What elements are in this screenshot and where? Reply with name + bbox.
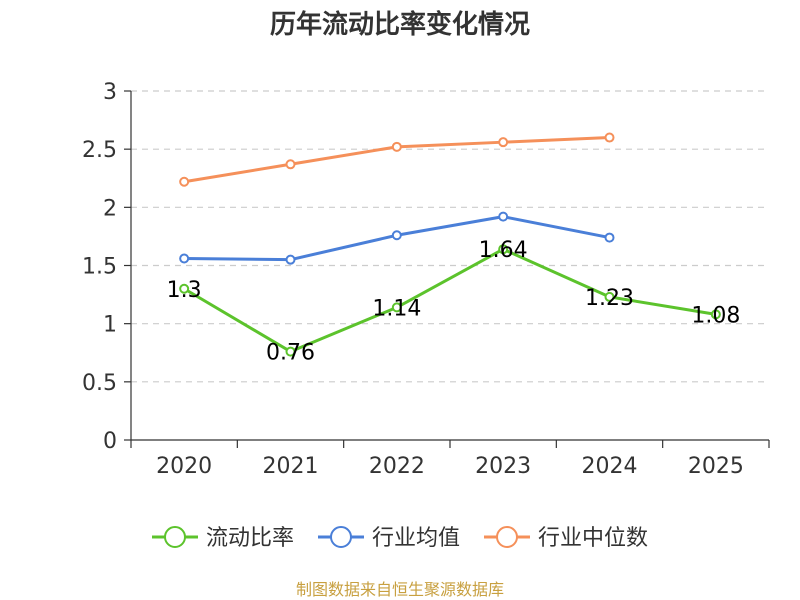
data-label: 1.64 — [479, 238, 528, 263]
x-tick-label: 2025 — [688, 454, 744, 479]
x-tick-label: 2024 — [582, 454, 638, 479]
data-point — [604, 232, 615, 243]
x-tick-label: 2021 — [263, 454, 319, 479]
data-point — [710, 309, 721, 320]
legend-label: 行业均值 — [372, 526, 460, 551]
data-label: 1.23 — [585, 286, 634, 311]
y-tick-label: 3 — [103, 80, 117, 105]
axes: 0 0.5 1 1.5 2 2.5 3 2020 2021 2022 2023 2024 2025 — [82, 80, 770, 479]
source-text: 制图数据来自恒生聚源数据库 — [296, 580, 504, 599]
data-point — [498, 244, 509, 255]
data-label: 1.14 — [372, 296, 421, 321]
data-point — [179, 176, 190, 187]
y-tick-label: 1.5 — [82, 255, 117, 280]
data-point — [285, 159, 296, 170]
x-tick-label: 2023 — [475, 454, 531, 479]
grid-lines — [131, 90, 769, 383]
legend-item[interactable]: 流动比率 — [152, 526, 294, 551]
series-line — [182, 247, 718, 354]
data-labels: 1.3 0.76 1.14 1.64 1.23 1.08 — [167, 238, 741, 365]
legend-label: 流动比率 — [206, 526, 294, 551]
data-point — [285, 346, 296, 357]
series-lines — [179, 132, 721, 357]
legend-item[interactable]: 行业中位数 — [484, 526, 648, 551]
legend-marker-icon — [330, 526, 352, 548]
legend-marker-icon — [164, 526, 186, 548]
legend-marker-icon — [496, 526, 518, 548]
y-tick-label: 0 — [103, 429, 117, 454]
data-point — [179, 283, 190, 294]
data-point — [604, 291, 615, 302]
data-point — [391, 302, 402, 313]
data-label: 0.76 — [266, 341, 315, 366]
data-label: 1.3 — [167, 278, 202, 303]
y-tick-label: 2 — [103, 196, 117, 221]
y-tick-label: 0.5 — [82, 371, 117, 396]
y-tick-label: 1 — [103, 313, 117, 338]
data-point — [285, 254, 296, 265]
data-point — [179, 253, 190, 264]
data-point — [498, 137, 509, 148]
data-point — [604, 132, 615, 143]
x-tick-label: 2022 — [369, 454, 425, 479]
x-tick-label: 2020 — [156, 454, 212, 479]
data-point — [391, 230, 402, 241]
legend: 流动比率 行业均值 行业中位数 — [152, 526, 648, 551]
legend-label: 行业中位数 — [538, 526, 648, 551]
data-point — [498, 211, 509, 222]
chart-title: 历年流动比率变化情况 — [270, 9, 530, 40]
y-tick-label: 2.5 — [82, 138, 117, 163]
legend-item[interactable]: 行业均值 — [318, 526, 460, 551]
data-point — [391, 141, 402, 152]
data-label: 1.08 — [691, 303, 740, 328]
